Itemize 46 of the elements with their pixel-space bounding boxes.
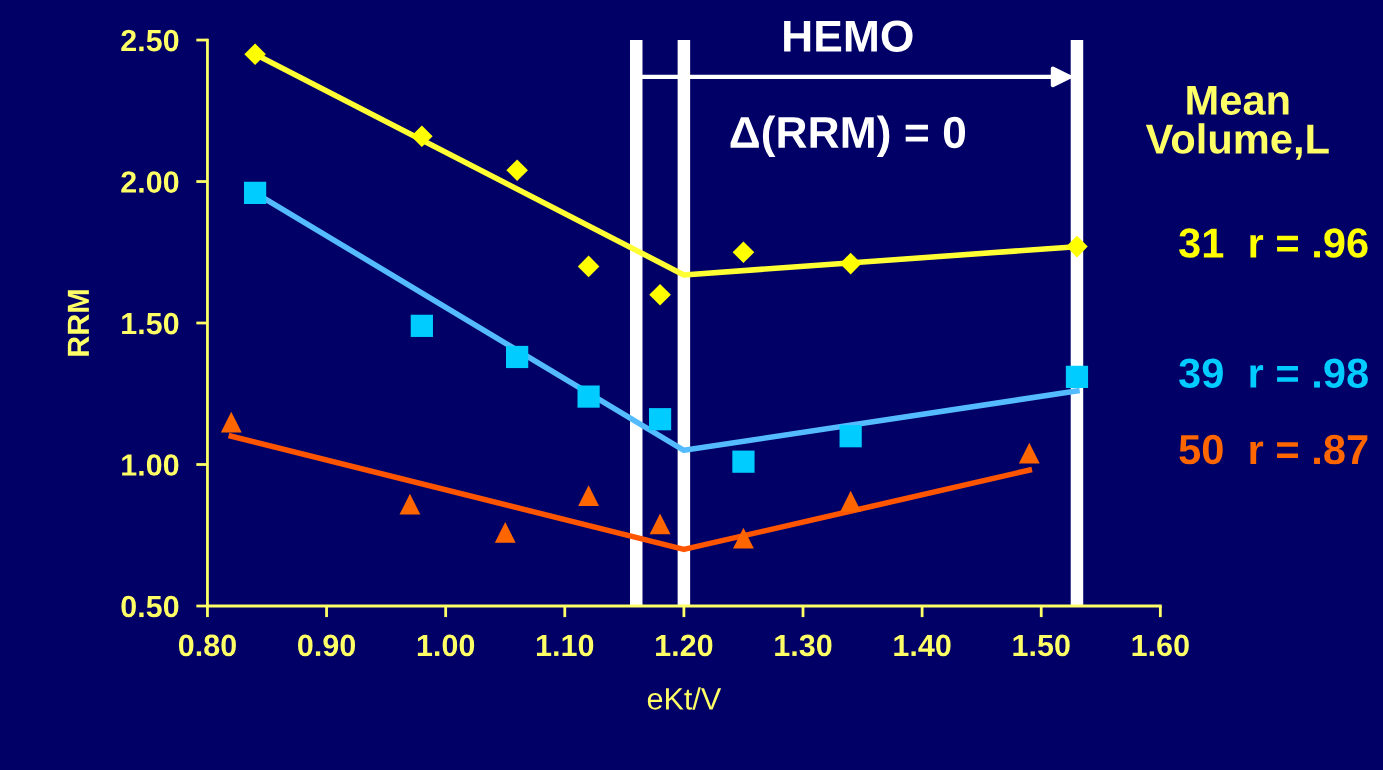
point <box>411 125 433 148</box>
y-tick-label: 1.50 <box>122 312 179 335</box>
point <box>839 425 862 448</box>
point <box>577 255 600 278</box>
point <box>649 513 671 535</box>
x-tick-label: 1.60 <box>1132 634 1189 657</box>
point <box>733 527 754 549</box>
point <box>732 241 755 264</box>
text: 31 r = .96 <box>1179 228 1368 258</box>
legend-title: Mean Volume,L <box>1145 85 1329 160</box>
x-tick-label: 1.20 <box>656 634 713 657</box>
x-tick-label: 1.40 <box>894 634 951 657</box>
point <box>578 485 600 507</box>
y-tick-label: 2.50 <box>121 29 179 52</box>
point <box>577 385 600 408</box>
y-axis-title: RRM <box>67 290 89 356</box>
text: 50 r = .87 <box>1179 434 1368 465</box>
x-tick-label: 0.90 <box>298 634 356 657</box>
point <box>1018 442 1040 464</box>
point <box>1065 365 1089 388</box>
x-tick-label: 1.30 <box>775 634 832 657</box>
annotation: Δ(RRM) = 0 <box>730 115 966 157</box>
point <box>649 283 671 306</box>
x-tick-label: 1.00 <box>417 634 475 657</box>
point <box>506 345 529 369</box>
point <box>732 450 755 473</box>
point <box>243 181 267 204</box>
y-tick-label: 1.00 <box>122 454 179 476</box>
text: 39 r = .98 <box>1179 358 1368 389</box>
point <box>220 411 242 433</box>
point <box>494 522 516 543</box>
point <box>399 493 421 515</box>
y-tick-label: 2.00 <box>121 171 179 193</box>
x-axis-title: eKt/V <box>647 687 722 710</box>
point <box>839 252 862 275</box>
x-tick-label: 0.80 <box>178 634 236 657</box>
point <box>1066 235 1088 258</box>
y-tick-label: 0.50 <box>121 595 179 618</box>
x-tick-label: 1.10 <box>536 634 594 657</box>
point <box>410 314 433 337</box>
point <box>840 490 862 512</box>
annotation: HEMO <box>784 20 913 52</box>
x-tick-label: 1.50 <box>1013 634 1070 657</box>
point <box>244 43 266 65</box>
point <box>506 159 528 182</box>
point <box>648 408 672 431</box>
